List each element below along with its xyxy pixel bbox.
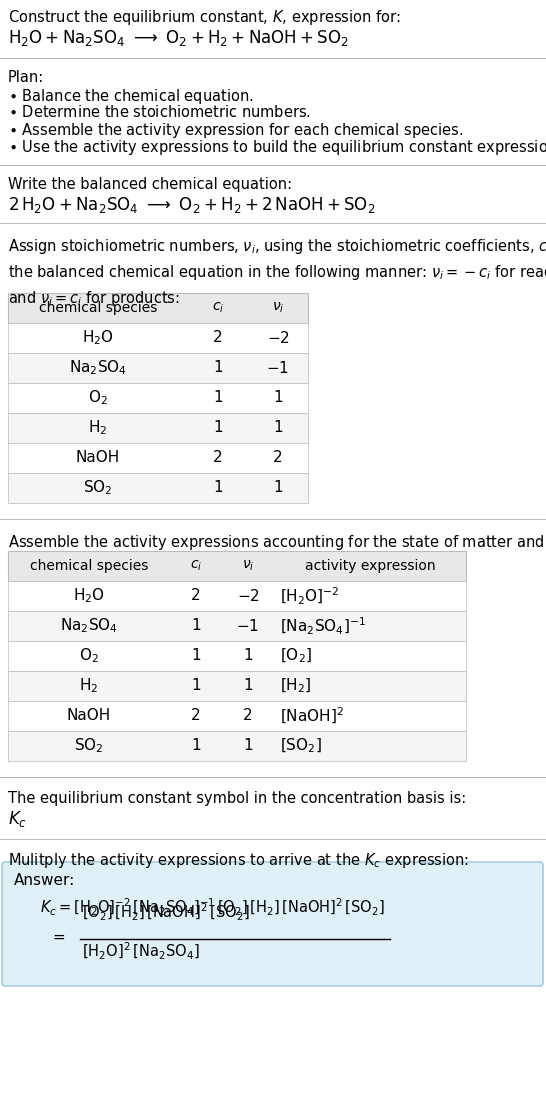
- Text: 1: 1: [213, 481, 223, 495]
- Text: 1: 1: [213, 360, 223, 376]
- Text: NaOH: NaOH: [67, 708, 111, 724]
- Text: $[\mathrm{H_2O}]^2\,[\mathrm{Na_2SO_4}]$: $[\mathrm{H_2O}]^2\,[\mathrm{Na_2SO_4}]$: [82, 941, 200, 962]
- Text: Write the balanced chemical equation:: Write the balanced chemical equation:: [8, 177, 292, 192]
- Bar: [8, 671, 466, 701]
- Text: $[\mathrm{H_2O}]^{-2}$: $[\mathrm{H_2O}]^{-2}$: [280, 586, 340, 607]
- Text: Assemble the activity expressions accounting for the state of matter and $\nu_i$: Assemble the activity expressions accoun…: [8, 533, 546, 552]
- Text: Answer:: Answer:: [14, 873, 75, 888]
- Bar: [8, 701, 466, 732]
- Text: $-1$: $-1$: [236, 618, 259, 634]
- Text: 1: 1: [243, 649, 253, 663]
- Text: $-2$: $-2$: [266, 330, 289, 346]
- Bar: [8, 323, 308, 352]
- Bar: [8, 473, 308, 503]
- Text: chemical species: chemical species: [30, 559, 148, 573]
- Text: The equilibrium constant symbol in the concentration basis is:: The equilibrium constant symbol in the c…: [8, 791, 466, 806]
- Bar: [8, 383, 308, 413]
- Text: NaOH: NaOH: [76, 451, 120, 465]
- Text: 1: 1: [213, 421, 223, 435]
- Text: $c_i$: $c_i$: [190, 559, 202, 573]
- Text: $K_c$: $K_c$: [8, 809, 27, 829]
- Text: $\bullet$ Assemble the activity expression for each chemical species.: $\bullet$ Assemble the activity expressi…: [8, 122, 464, 140]
- Text: 1: 1: [213, 390, 223, 406]
- Text: 2: 2: [243, 708, 253, 724]
- Text: 1: 1: [273, 421, 283, 435]
- Text: 1: 1: [191, 738, 201, 754]
- Bar: [8, 293, 308, 323]
- Text: $\mathrm{SO_2}$: $\mathrm{SO_2}$: [74, 737, 104, 756]
- Text: 1: 1: [273, 390, 283, 406]
- Text: Construct the equilibrium constant, $K$, expression for:: Construct the equilibrium constant, $K$,…: [8, 8, 401, 27]
- Text: $-1$: $-1$: [266, 360, 289, 376]
- Text: 2: 2: [213, 330, 223, 346]
- Text: $[\mathrm{O_2}]$: $[\mathrm{O_2}]$: [280, 646, 312, 665]
- Text: $[\mathrm{SO_2}]$: $[\mathrm{SO_2}]$: [280, 737, 322, 755]
- Text: $K_c = [\mathrm{H_2O}]^{-2}\,[\mathrm{Na_2SO_4}]^{-1}\,[\mathrm{O_2}]\,[\mathrm{: $K_c = [\mathrm{H_2O}]^{-2}\,[\mathrm{Na…: [40, 897, 385, 918]
- Text: $\mathrm{H_2}$: $\mathrm{H_2}$: [79, 676, 99, 695]
- Text: chemical species: chemical species: [39, 301, 157, 315]
- Text: 1: 1: [191, 649, 201, 663]
- Bar: [8, 581, 466, 611]
- Text: 1: 1: [273, 481, 283, 495]
- Text: $\nu_i$: $\nu_i$: [242, 559, 254, 573]
- Text: $[\mathrm{O_2}]\,[\mathrm{H_2}]\,[\mathrm{NaOH}]^2\,[\mathrm{SO_2}]$: $[\mathrm{O_2}]\,[\mathrm{H_2}]\,[\mathr…: [82, 902, 250, 923]
- Text: $[\mathrm{NaOH}]^2$: $[\mathrm{NaOH}]^2$: [280, 706, 344, 726]
- Text: $\bullet$ Balance the chemical equation.: $\bullet$ Balance the chemical equation.: [8, 87, 253, 106]
- Text: $\mathrm{H_2O}$: $\mathrm{H_2O}$: [82, 328, 114, 347]
- Text: $[\mathrm{H_2}]$: $[\mathrm{H_2}]$: [280, 676, 312, 695]
- Bar: [8, 551, 466, 581]
- Bar: [8, 443, 308, 473]
- FancyBboxPatch shape: [2, 862, 543, 986]
- Text: 2: 2: [191, 708, 201, 724]
- Text: activity expression: activity expression: [305, 559, 435, 573]
- Bar: [8, 413, 308, 443]
- Text: $\mathrm{2\,H_2O + Na_2SO_4\ \longrightarrow\ O_2 + H_2 + 2\,NaOH + SO_2}$: $\mathrm{2\,H_2O + Na_2SO_4\ \longrighta…: [8, 194, 376, 215]
- Text: $\bullet$ Determine the stoichiometric numbers.: $\bullet$ Determine the stoichiometric n…: [8, 104, 311, 120]
- Text: $\mathrm{Na_2SO_4}$: $\mathrm{Na_2SO_4}$: [60, 617, 118, 635]
- Text: Assign stoichiometric numbers, $\nu_i$, using the stoichiometric coefficients, $: Assign stoichiometric numbers, $\nu_i$, …: [8, 236, 546, 308]
- Text: $\mathrm{H_2}$: $\mathrm{H_2}$: [88, 419, 108, 438]
- Text: $[\mathrm{Na_2SO_4}]^{-1}$: $[\mathrm{Na_2SO_4}]^{-1}$: [280, 615, 366, 636]
- Text: 1: 1: [191, 678, 201, 694]
- Bar: [8, 611, 466, 641]
- Text: $\mathrm{H_2O}$: $\mathrm{H_2O}$: [73, 587, 105, 606]
- Text: $\mathrm{H_2O + Na_2SO_4\ \longrightarrow\ O_2 + H_2 + NaOH + SO_2}$: $\mathrm{H_2O + Na_2SO_4\ \longrightarro…: [8, 28, 349, 48]
- Text: $-2$: $-2$: [236, 588, 259, 604]
- Text: Plan:: Plan:: [8, 70, 44, 85]
- Text: 1: 1: [191, 619, 201, 633]
- Text: $\mathrm{SO_2}$: $\mathrm{SO_2}$: [83, 478, 113, 497]
- Text: $\mathrm{Na_2SO_4}$: $\mathrm{Na_2SO_4}$: [69, 359, 127, 377]
- Text: $\bullet$ Use the activity expressions to build the equilibrium constant express: $\bullet$ Use the activity expressions t…: [8, 138, 546, 157]
- Text: $\mathrm{O_2}$: $\mathrm{O_2}$: [88, 389, 108, 408]
- Text: $c_i$: $c_i$: [212, 301, 224, 315]
- Text: 2: 2: [273, 451, 283, 465]
- Text: $\mathrm{O_2}$: $\mathrm{O_2}$: [79, 646, 99, 665]
- Text: Mulitply the activity expressions to arrive at the $K_c$ expression:: Mulitply the activity expressions to arr…: [8, 851, 469, 870]
- Text: 1: 1: [243, 738, 253, 754]
- Bar: [8, 732, 466, 761]
- Text: 2: 2: [191, 589, 201, 603]
- Text: 2: 2: [213, 451, 223, 465]
- Text: 1: 1: [243, 678, 253, 694]
- Bar: [8, 641, 466, 671]
- Bar: [8, 352, 308, 383]
- Text: $\nu_i$: $\nu_i$: [272, 301, 284, 315]
- Text: $=$: $=$: [50, 929, 66, 944]
